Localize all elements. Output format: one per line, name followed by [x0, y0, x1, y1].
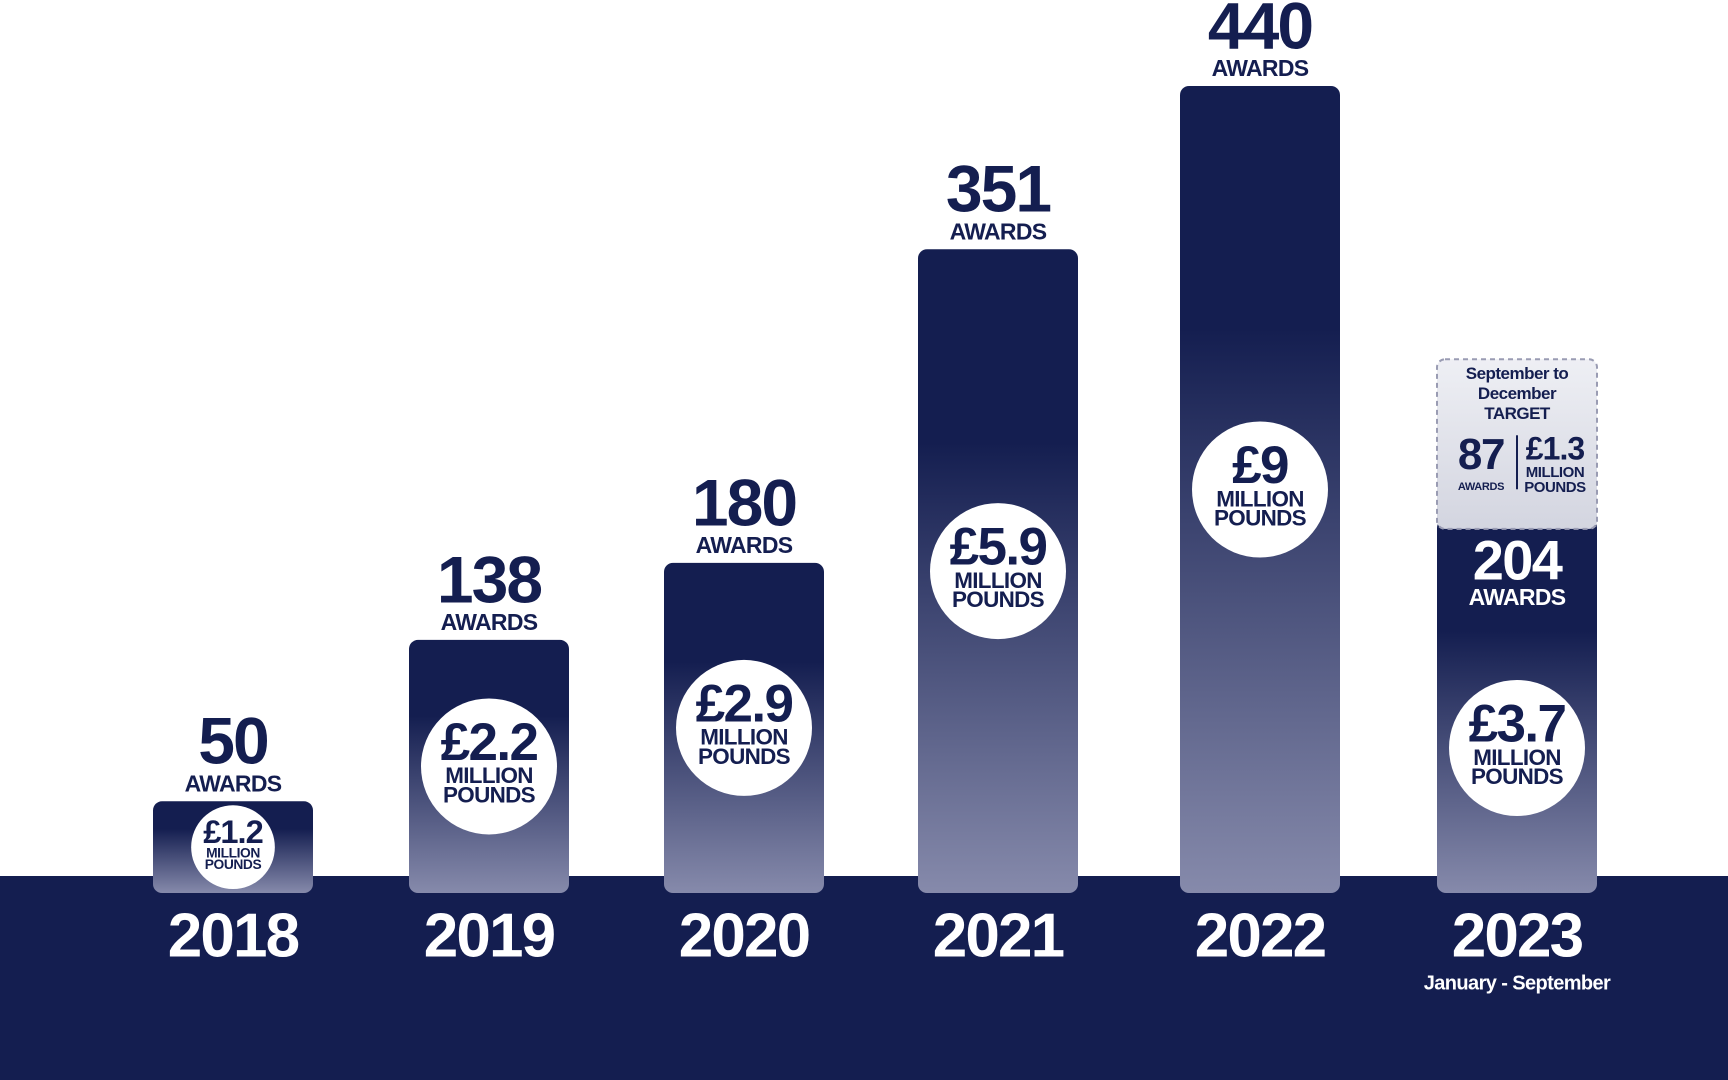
year-label: 2021 [933, 901, 1064, 970]
target-count: 87 [1458, 430, 1504, 479]
award-count: 50 [198, 704, 267, 778]
amount-unit: MILLION [954, 568, 1042, 593]
award-unit: AWARDS [1469, 584, 1566, 610]
period-note: January - September [1424, 972, 1611, 994]
amount-unit: POUNDS [952, 587, 1045, 612]
award-count: 351 [946, 152, 1050, 226]
amount-unit: MILLION [1473, 745, 1561, 770]
amount-label: £5.9 [950, 518, 1047, 577]
amount-unit: MILLION [700, 725, 788, 750]
amount-label: £2.9 [696, 675, 793, 734]
award-unit: AWARDS [1212, 55, 1309, 81]
year-label: 2019 [424, 901, 555, 970]
amount-unit: POUNDS [1471, 764, 1564, 789]
amount-unit: POUNDS [1214, 505, 1307, 530]
amount-unit: POUNDS [205, 856, 262, 872]
amount-unit: MILLION [206, 844, 260, 860]
amount-label: £3.7 [1469, 695, 1566, 754]
award-unit: AWARDS [185, 770, 282, 796]
amount-badge [421, 698, 557, 835]
amount-badge [1449, 680, 1585, 816]
amount-badge [191, 805, 275, 889]
award-count: 180 [692, 465, 796, 539]
year-label: 2018 [168, 901, 299, 970]
target-amount: £1.3 [1526, 431, 1585, 467]
amount-unit: MILLION [1216, 486, 1304, 511]
amount-unit: POUNDS [698, 744, 791, 769]
amount-badge [930, 503, 1066, 640]
target-amount-unit: MILLION [1526, 464, 1585, 481]
target-title: December [1478, 384, 1557, 403]
target-amount-unit: POUNDS [1524, 479, 1586, 496]
amount-label: £2.2 [441, 713, 538, 772]
amount-badge [1192, 421, 1328, 558]
amount-label: £9 [1232, 436, 1288, 495]
award-unit: AWARDS [950, 218, 1047, 244]
target-title: September to [1466, 364, 1569, 383]
amount-unit: POUNDS [443, 782, 536, 807]
year-label: 2020 [679, 901, 810, 970]
award-count: 440 [1208, 0, 1312, 62]
year-label: 2022 [1195, 901, 1326, 970]
award-unit: AWARDS [696, 532, 793, 558]
year-label: 2023 [1452, 901, 1583, 970]
award-count: 204 [1473, 529, 1563, 592]
award-count: 138 [437, 542, 541, 616]
amount-badge [676, 659, 812, 796]
target-title: TARGET [1484, 404, 1551, 423]
target-unit: AWARDS [1458, 481, 1504, 493]
amount-label: £1.2 [203, 813, 263, 850]
award-unit: AWARDS [441, 609, 538, 635]
baseline-band [0, 876, 1728, 1080]
amount-unit: MILLION [445, 763, 533, 788]
